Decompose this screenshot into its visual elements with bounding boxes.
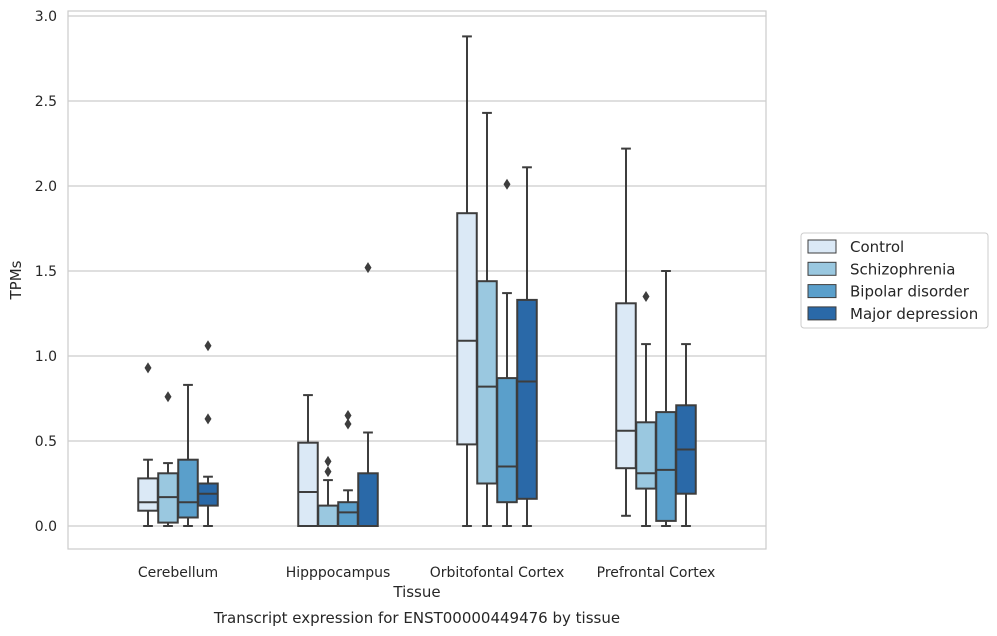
box-major-depression (516, 166, 538, 527)
y-tick-label: 0.5 (35, 434, 57, 450)
legend-frame (800, 232, 989, 329)
y-tick-label: 1.5 (35, 264, 57, 280)
box-major-depression (197, 340, 219, 527)
box-iqr (317, 504, 339, 528)
box-iqr (496, 377, 518, 504)
x-axis-label: Tissue (392, 583, 440, 601)
y-axis-label: TPMs (7, 260, 25, 300)
box-iqr (516, 298, 538, 500)
box-iqr (357, 472, 379, 527)
outlier-point (204, 413, 212, 425)
x-tick-label: Hipppocampus (286, 565, 391, 581)
x-axis-ticks: Cerebellum Hipppocampus Orbitofontal Corte… (138, 565, 715, 581)
chart-title: Transcript expression for ENST0000044947… (213, 609, 620, 627)
box-iqr (615, 302, 637, 470)
box-iqr (137, 477, 159, 512)
outlier-point (164, 391, 172, 403)
box-iqr (297, 441, 319, 528)
box-schizophrenia (317, 455, 339, 528)
box-control (615, 147, 637, 517)
legend-label: Schizophrenia (850, 260, 955, 278)
outlier-point (503, 178, 511, 190)
legend-label: Bipolar disorder (850, 283, 970, 301)
y-tick-label: 1.0 (35, 349, 57, 365)
outlier-point (364, 262, 372, 274)
legend-label: Major depression (850, 305, 978, 323)
outlier-point (324, 455, 332, 467)
outlier-point (324, 466, 332, 478)
box-major-depression (675, 343, 697, 527)
y-tick-label: 2.0 (35, 179, 57, 195)
outlier-point (344, 418, 352, 430)
legend-label: Control (850, 238, 904, 256)
box-iqr (476, 280, 498, 485)
box-schizophrenia (635, 291, 657, 527)
legend-swatch (807, 306, 837, 321)
y-tick-label: 0.0 (35, 519, 57, 535)
box-major-depression (357, 262, 379, 527)
outlier-point (344, 410, 352, 421)
box-control (297, 394, 319, 528)
outlier-point (204, 340, 212, 352)
y-axis-ticks: 0.0 0.5 1.0 1.5 2.0 2.5 3.0 (35, 9, 57, 535)
box-bipolar-disorder (177, 383, 199, 527)
outlier-point (642, 291, 650, 302)
box-iqr (456, 212, 478, 446)
legend-swatch (807, 261, 837, 276)
legend: Control Schizophrenia Bipolar disorder Majo… (800, 232, 989, 329)
legend-swatch (807, 284, 837, 299)
box-schizophrenia (157, 391, 179, 527)
outlier-point (144, 362, 152, 374)
x-tick-label: Cerebellum (138, 565, 218, 581)
x-tick-label: Orbitofontal Cortex (430, 565, 565, 581)
box-iqr (635, 421, 657, 490)
x-tick-label: Prefrontal Cortex (597, 565, 716, 581)
y-tick-label: 2.5 (35, 94, 57, 110)
box-iqr (337, 501, 359, 528)
legend-swatch (807, 239, 837, 254)
box-series (137, 35, 697, 528)
box-control (456, 35, 478, 527)
box-iqr (655, 411, 677, 522)
y-tick-label: 3.0 (35, 9, 57, 25)
box-iqr (177, 458, 199, 519)
